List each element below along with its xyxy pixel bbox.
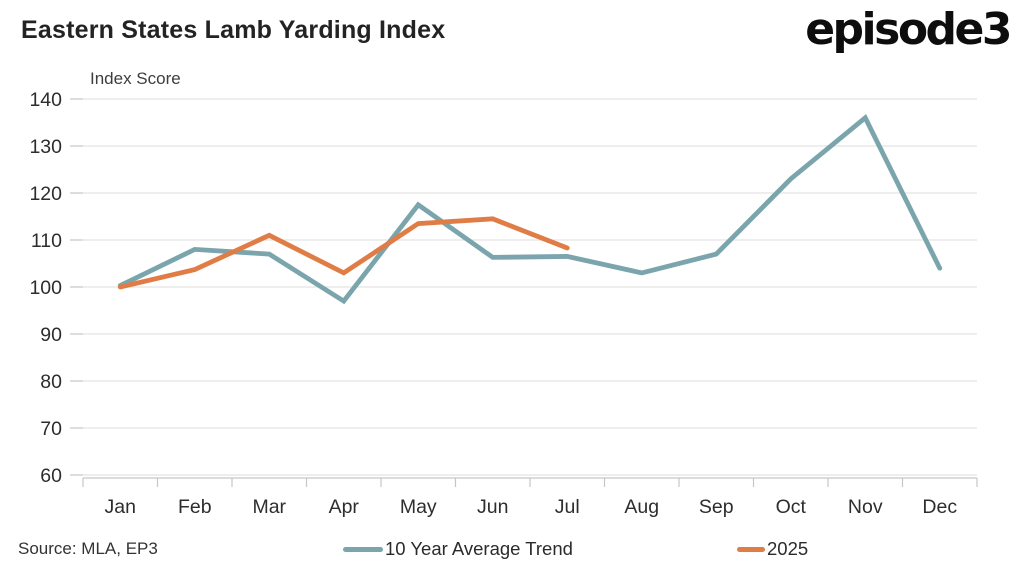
y-tick-label: 90 [40, 324, 62, 346]
y-tick-label: 120 [29, 183, 62, 205]
x-tick-label: Mar [252, 496, 286, 518]
y-tick-label: 60 [40, 465, 62, 487]
x-tick-label: Jan [105, 496, 136, 518]
legend-item-trend: 10 Year Average Trend [343, 538, 573, 560]
legend-label-2025: 2025 [767, 538, 809, 559]
y-tick-label: 80 [40, 371, 62, 393]
year-2025-swatch [737, 546, 765, 552]
trend-line-series [117, 114, 943, 305]
legend-label-trend: 10 Year Average Trend [385, 538, 573, 559]
source-note: Source: MLA, EP3 [18, 539, 158, 558]
legend-item-2025: 2025 [737, 538, 808, 560]
y-tick-label: 100 [29, 277, 62, 299]
y-tick-label: 130 [29, 136, 62, 158]
x-tick-label: Jul [555, 496, 580, 518]
episode3-logo: episode3 [805, 4, 1012, 55]
y-tick-label: 70 [40, 418, 62, 440]
y-tick-label: 110 [31, 230, 62, 252]
chart-title: Eastern States Lamb Yarding Index [21, 16, 446, 44]
x-tick-label: May [400, 496, 437, 518]
x-tick-label: Sep [699, 496, 734, 518]
x-tick-label: Apr [329, 496, 360, 518]
x-tick-label: Jun [477, 496, 508, 518]
x-tick-label: Oct [776, 496, 807, 518]
x-tick-label: Aug [624, 496, 659, 518]
x-tick-label: Dec [922, 496, 957, 518]
y-tick-label: 140 [29, 89, 62, 111]
x-tick-label: Nov [848, 496, 883, 518]
x-tick-label: Feb [178, 496, 212, 518]
trend-line-swatch [343, 546, 383, 552]
year-2025-series [117, 216, 570, 290]
y-axis-title: Index Score [90, 69, 181, 88]
